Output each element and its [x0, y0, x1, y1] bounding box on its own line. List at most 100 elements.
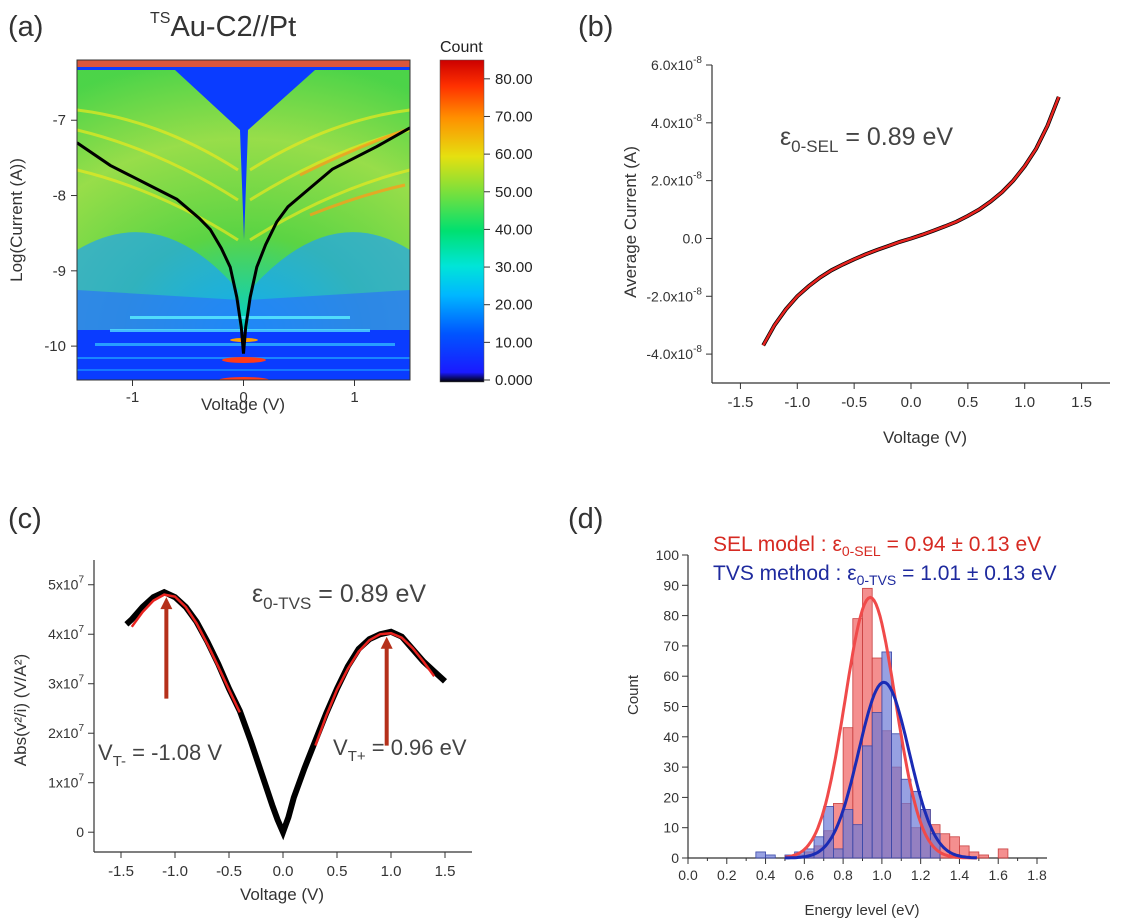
y-tick-label: -2.0x10-8	[646, 286, 702, 304]
y-tick-label: 10	[663, 820, 679, 836]
tvs-bar	[765, 854, 776, 859]
panel-a-title: TSAu-C2//Pt	[150, 10, 296, 43]
y-tick-label: -10	[44, 338, 66, 355]
panel-a-title-main: Au-C2//Pt	[170, 11, 296, 43]
x-tick-label: -0.5	[216, 863, 242, 880]
y-tick-label: 90	[663, 577, 679, 593]
legend-sel: SEL model : ε0-SEL = 0.94 ± 0.13 eV	[713, 533, 1041, 559]
vt-minus-value: = -1.08 V	[126, 740, 222, 765]
x-tick-label: -0.5	[841, 394, 867, 411]
panel-b: (b) -1.5 -1.0 -0.5 0.0 0.5 1.0 1.5 -4.0x10-8 -2.…	[578, 11, 1110, 447]
y-tick-label: 0	[671, 850, 679, 866]
x-tick-label: 1.2	[911, 867, 931, 883]
colorbar-tick-label: 10.00	[495, 334, 533, 351]
legend-tvs-label: TVS method : ε	[713, 562, 857, 585]
tvs-gaussian-fit	[784, 680, 977, 860]
x-tick-label: 1.0	[381, 863, 402, 880]
legend-sel-sub: 0-SEL	[842, 543, 881, 559]
colorbar-tick-label: 20.00	[495, 297, 533, 314]
panel-d-xlabel: Energy level (eV)	[804, 902, 919, 919]
x-tick-label: -1.0	[162, 863, 188, 880]
panel-b-ylabel: Average Current (A)	[621, 146, 640, 298]
tvs-bar	[871, 712, 883, 859]
y-tick-label: -4.0x10-8	[646, 344, 702, 362]
tvs-bar	[891, 733, 902, 859]
sel-bar	[978, 854, 989, 859]
x-tick-label: -1	[126, 389, 139, 406]
legend-tvs-value: = 1.01 ± 0.13 eV	[896, 562, 1056, 585]
tvs-bar	[833, 848, 844, 859]
y-tick-label: 1x107	[48, 773, 84, 791]
vt-plus-v: V	[333, 735, 348, 760]
colorbar-tick-label: 40.00	[495, 221, 533, 238]
panel-c-xlabel: Voltage (V)	[240, 885, 324, 904]
panel-b-eps-sub: 0-SEL	[791, 137, 838, 156]
colorbar-tick-label: 60.00	[495, 146, 533, 163]
vt-arrow-head	[380, 636, 393, 649]
x-tick-label: -1.5	[108, 863, 134, 880]
vt-minus-v: V	[98, 740, 113, 765]
panel-c-eps-sub: 0-TVS	[263, 594, 311, 613]
y-tick-label: 80	[663, 608, 679, 624]
y-tick-label: 0.0	[683, 230, 703, 246]
tvs-bar	[900, 778, 912, 859]
panel-c-letter: (c)	[8, 503, 42, 535]
y-tick-label: 0	[76, 824, 84, 840]
y-tick-label: 4.0x10-8	[651, 113, 702, 131]
x-tick-label: 0.2	[717, 867, 737, 883]
panel-d: (d) 0.0 0.2 0.4 0.6 0.8 1.0 1.2 1.4 1.6 1.8 0 10 20 3…	[568, 503, 1057, 919]
x-tick-label: 0.0	[678, 867, 698, 883]
tvs-bar	[862, 745, 873, 859]
panel-b-axes: -1.5 -1.0 -0.5 0.0 0.5 1.0 1.5 -4.0x10-8 -2.0x10…	[646, 55, 1110, 411]
x-tick-label: 1	[350, 389, 358, 406]
panel-a-title-sup: TS	[150, 10, 170, 27]
y-tick-label: 70	[663, 638, 679, 654]
panel-d-axes: 0.0 0.2 0.4 0.6 0.8 1.0 1.2 1.4 1.6 1.8 0 10 20 30 40 5…	[656, 547, 1047, 883]
panel-b-xlabel: Voltage (V)	[883, 428, 967, 447]
colorbar-tick-label: 50.00	[495, 184, 533, 201]
tvs-bar	[842, 809, 854, 859]
x-tick-label: 0.0	[273, 863, 294, 880]
y-tick-label: 5x107	[48, 575, 84, 593]
panel-a-ticks: -1 0 1-10-9-8-7	[44, 112, 358, 406]
y-tick-label: 40	[663, 729, 679, 745]
x-tick-label: 0.0	[901, 394, 922, 411]
panel-a-ylabel: Log(Current (A))	[7, 158, 26, 282]
vt-plus-value: = 0.96 eV	[366, 735, 467, 760]
heatmap-image	[77, 60, 410, 380]
panel-b-eps-value: = 0.89 eV	[838, 123, 953, 151]
y-tick-label: 20	[663, 789, 679, 805]
x-tick-label: 1.5	[435, 863, 456, 880]
panel-b-fit-curve	[762, 96, 1060, 347]
legend-tvs-sub: 0-TVS	[857, 572, 897, 588]
panel-c-fit-right	[314, 631, 436, 747]
panel-d-ylabel: Count	[625, 674, 642, 715]
average-curve	[77, 126, 410, 354]
panel-b-letter: (b)	[578, 11, 613, 43]
panel-a-letter: (a)	[8, 11, 43, 43]
y-tick-label: 100	[656, 547, 680, 563]
sel-gaussian-fit	[784, 595, 977, 860]
y-tick-label: 4x107	[48, 624, 84, 642]
colorbar-tick-label: 0.000	[495, 372, 533, 389]
panel-c: (c) -1.5 -1.0 -0.5 0.0 0.5 1.0 1.5 0 1x107 2x107 3…	[8, 503, 472, 904]
x-tick-label: -1.0	[784, 394, 810, 411]
panel-c-vt-plus: VT+ = 0.96 eV	[333, 735, 467, 765]
x-tick-label: 1.6	[988, 867, 1008, 883]
tvs-bar	[852, 824, 863, 859]
panel-c-vt-minus: VT- = -1.08 V	[98, 740, 222, 770]
tvs-bar	[755, 851, 766, 859]
x-tick-label: 0.5	[327, 863, 348, 880]
x-tick-label: 1.8	[1027, 867, 1047, 883]
x-tick-label: 0.6	[795, 867, 815, 883]
tvs-bar	[823, 806, 834, 859]
x-tick-label: -1.5	[727, 394, 753, 411]
y-tick-label: 2x107	[48, 723, 84, 741]
y-tick-label: -7	[53, 112, 66, 129]
colorbar-tick-label: 70.00	[495, 108, 533, 125]
vt-plus-sub: T+	[348, 748, 366, 765]
legend-tvs: TVS method : ε0-TVS = 1.01 ± 0.13 eV	[713, 562, 1057, 588]
y-tick-label: 6.0x10-8	[651, 55, 702, 73]
panel-b-eps: ε	[780, 123, 791, 151]
x-tick-label: 1.4	[950, 867, 970, 883]
